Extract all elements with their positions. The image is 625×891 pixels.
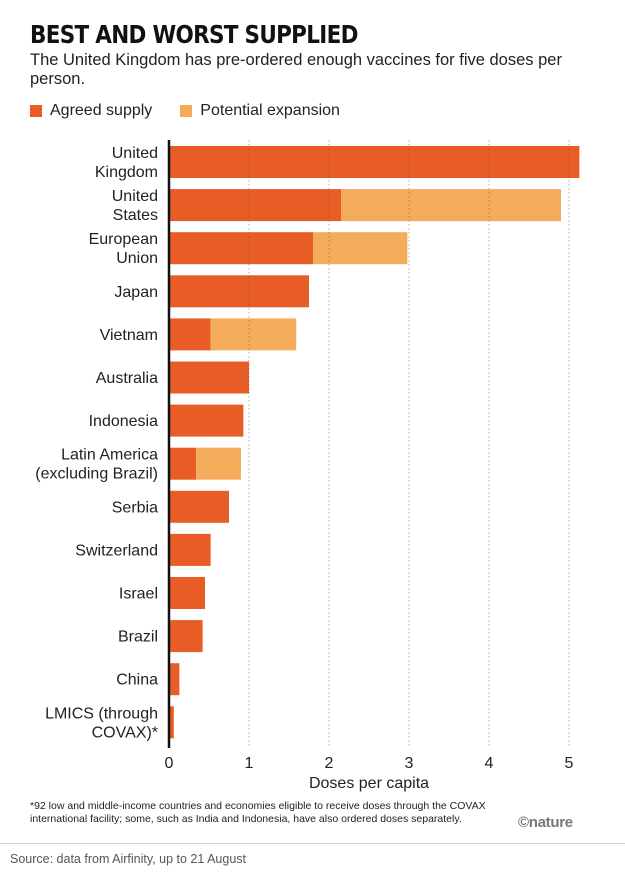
- category-label-line: COVAX)*: [92, 724, 158, 741]
- category-label-line: Serbia: [112, 499, 158, 516]
- category-label-3: Japan: [114, 284, 158, 301]
- bar-agreed-6: [169, 404, 244, 437]
- category-label-line: Union: [116, 250, 158, 267]
- category-label-line: Brazil: [118, 629, 158, 646]
- category-label-9: Switzerland: [75, 542, 158, 559]
- bar-agreed-2: [169, 232, 313, 265]
- category-label-line: United: [112, 145, 158, 162]
- bar-agreed-7: [169, 447, 197, 480]
- bar-potential-7: [196, 447, 241, 480]
- x-tick-label-0: 0: [165, 755, 174, 772]
- category-label-line: Australia: [96, 370, 158, 387]
- category-label-line: United: [112, 188, 158, 205]
- legend: Agreed supply Potential expansion: [30, 101, 368, 121]
- category-label-11: Brazil: [118, 629, 158, 646]
- bar-agreed-3: [169, 275, 309, 308]
- nature-logo: ©nature: [518, 814, 573, 831]
- footnote: *92 low and middle-income countries and …: [30, 800, 486, 825]
- legend-item-agreed: Agreed supply: [30, 102, 152, 120]
- category-label-line: Latin America: [61, 447, 158, 464]
- source-note: Source: data from Airfinity, up to 21 Au…: [10, 852, 247, 866]
- category-label-7: Latin America (excluding Brazil): [35, 447, 158, 483]
- category-label-5: Australia: [96, 370, 158, 387]
- category-label-4: Vietnam: [100, 327, 158, 344]
- bar-agreed-8: [169, 490, 229, 523]
- bar-agreed-13: [169, 706, 174, 739]
- x-tick-label-2: 2: [325, 755, 334, 772]
- legend-item-potential: Potential expansion: [180, 102, 340, 120]
- x-axis-label: Doses per capita: [309, 775, 429, 792]
- chart-subtitle: The United Kingdom has pre-ordered enoug…: [30, 51, 562, 88]
- bar-potential-2: [313, 232, 408, 265]
- category-label-1: United States: [112, 188, 158, 224]
- category-label-line: Indonesia: [89, 413, 158, 430]
- bar-agreed-1: [169, 189, 341, 222]
- category-label-line: China: [116, 672, 158, 689]
- category-label-line: Kingdom: [95, 164, 158, 181]
- x-tick-label-4: 4: [485, 755, 494, 772]
- category-label-12: China: [116, 672, 158, 689]
- category-label-2: European Union: [89, 231, 158, 267]
- bar-agreed-12: [169, 663, 180, 696]
- bar-agreed-0: [169, 146, 580, 178]
- bar-agreed-4: [169, 318, 211, 351]
- bar-agreed-5: [169, 361, 249, 394]
- chart-title: BEST AND WORST SUPPLIED: [30, 20, 358, 49]
- category-label-10: Israel: [119, 586, 158, 603]
- bar-potential-1: [341, 189, 561, 222]
- x-tick-label-1: 1: [245, 755, 254, 772]
- bar-potential-4: [210, 318, 297, 351]
- x-tick-label-3: 3: [405, 755, 414, 772]
- category-label-line: Switzerland: [75, 542, 158, 559]
- category-label-line: Japan: [114, 284, 158, 301]
- legend-swatch-agreed: [30, 105, 42, 117]
- divider: [0, 843, 625, 844]
- x-tick-label-5: 5: [565, 755, 574, 772]
- category-label-line: LMICS (through: [45, 705, 158, 722]
- category-label-line: (excluding Brazil): [35, 466, 158, 483]
- category-label-8: Serbia: [112, 499, 158, 516]
- category-label-13: LMICS (through COVAX)*: [45, 705, 158, 741]
- bar-agreed-11: [169, 620, 203, 653]
- legend-label-potential: Potential expansion: [200, 102, 340, 119]
- category-label-line: States: [113, 207, 158, 224]
- category-label-line: European: [89, 231, 158, 248]
- category-label-0: United Kingdom: [95, 145, 158, 181]
- bar-chart: United Kingdom United States European Union Ja…: [35, 140, 580, 792]
- bar-agreed-9: [169, 533, 211, 566]
- legend-swatch-potential: [180, 105, 193, 117]
- category-label-line: Israel: [119, 586, 158, 603]
- legend-label-agreed: Agreed supply: [50, 102, 153, 119]
- category-label-line: Vietnam: [100, 327, 158, 344]
- category-label-6: Indonesia: [89, 413, 158, 430]
- bar-agreed-10: [169, 577, 205, 609]
